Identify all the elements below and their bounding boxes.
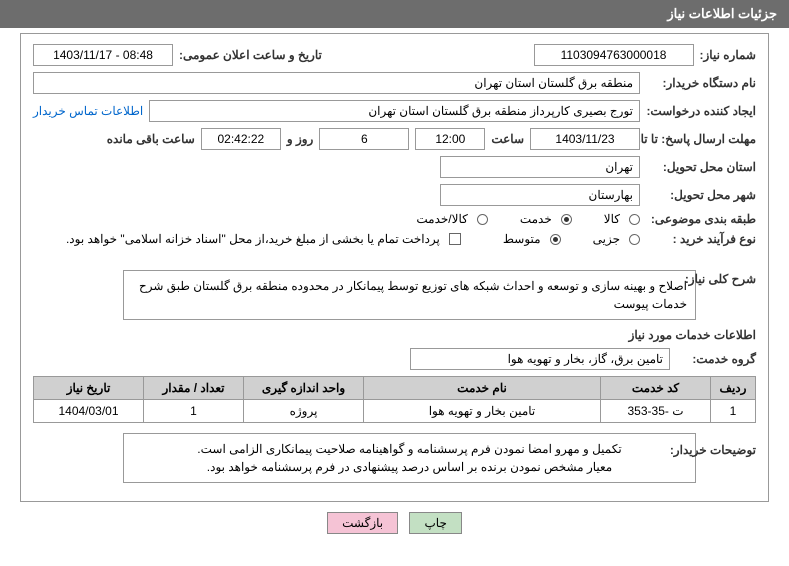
radio-goods-service[interactable] [477,214,488,225]
type-partial-label: جزیی [593,232,620,246]
td-code: ت -35-353 [601,400,711,423]
print-button[interactable]: چاپ [409,512,461,534]
buyer-notes-line2: معیار مشخص نمودن برنده بر اساس درصد پیشن… [132,458,687,476]
buyer-notes-label: توضیحات خریدار: [646,431,756,457]
deadline-date: 1403/11/23 [530,128,640,150]
td-name: تامین بخار و تهویه هوا [364,400,601,423]
main-panel: شماره نیاز: 1103094763000018 تاریخ و ساع… [20,33,769,502]
panel-header: جزئیات اطلاعات نیاز [0,0,789,28]
services-table: ردیف کد خدمت نام خدمت واحد اندازه گیری ت… [33,376,756,423]
buyer-org-label: نام دستگاه خریدار: [646,76,756,90]
category-label: طبقه بندی موضوعی: [646,212,756,226]
th-qty: تعداد / مقدار [144,377,244,400]
radio-partial[interactable] [629,234,640,245]
radio-goods[interactable] [629,214,640,225]
row-need-number: شماره نیاز: 1103094763000018 تاریخ و ساع… [33,44,756,66]
row-requester: ایجاد کننده درخواست: تورج بصیری کارپرداز… [33,100,756,122]
need-number-value: 1103094763000018 [534,44,694,66]
need-number-label: شماره نیاز: [700,48,756,62]
row-purchase-type: نوع فرآیند خرید : جزیی متوسط پرداخت تمام… [33,232,756,246]
service-group-label: گروه خدمت: [676,352,756,366]
th-code: کد خدمت [601,377,711,400]
cat-service-label: خدمت [520,212,552,226]
row-buyer-org: نام دستگاه خریدار: منطقه برق گلستان استا… [33,72,756,94]
city-value: بهارستان [440,184,640,206]
checkbox-payment[interactable] [449,233,461,245]
radio-service[interactable] [561,214,572,225]
row-services-info: اطلاعات خدمات مورد نیاز [33,328,756,342]
general-desc-text: اصلاح و بهینه سازی و توسعه و احداث شبکه … [139,279,687,311]
row-city: شهر محل تحویل: بهارستان [33,184,756,206]
table-row: 1 ت -35-353 تامین بخار و تهویه هوا پروژه… [34,400,756,423]
row-category: طبقه بندی موضوعی: کالا خدمت کالا/خدمت [33,212,756,226]
general-desc-box: اصلاح و بهینه سازی و توسعه و احداث شبکه … [123,270,696,320]
row-deadline: مهلت ارسال پاسخ: تا تاریخ: 1403/11/23 سا… [33,128,756,150]
table-header-row: ردیف کد خدمت نام خدمت واحد اندازه گیری ت… [34,377,756,400]
announce-label: تاریخ و ساعت اعلان عمومی: [179,48,322,62]
days-and-label: روز و [287,132,314,146]
cat-goods-label: کالا [604,212,620,226]
td-unit: پروژه [244,400,364,423]
city-label: شهر محل تحویل: [646,188,756,202]
service-group-value: تامین برق، گاز، بخار و تهویه هوا [410,348,670,370]
th-name: نام خدمت [364,377,601,400]
payment-note: پرداخت تمام یا بخشی از مبلغ خرید،از محل … [66,232,440,246]
services-info-label: اطلاعات خدمات مورد نیاز [629,328,756,342]
purchase-type-label: نوع فرآیند خرید : [646,232,756,246]
cat-goods-service-label: کالا/خدمت [416,212,467,226]
requester-value: تورج بصیری کارپرداز منطقه برق گلستان است… [149,100,640,122]
buyer-notes-line1: تکمیل و مهرو امضا نمودن فرم پرسشنامه و گ… [132,440,687,458]
announce-value: 1403/11/17 - 08:48 [33,44,173,66]
province-label: استان محل تحویل: [646,160,756,174]
requester-label: ایجاد کننده درخواست: [646,104,756,118]
buyer-org-value: منطقه برق گلستان استان تهران [33,72,640,94]
time-label: ساعت [491,132,524,146]
radio-medium[interactable] [550,234,561,245]
countdown-value: 02:42:22 [201,128,281,150]
days-value: 6 [319,128,409,150]
td-num: 1 [711,400,756,423]
buyer-contact-link[interactable]: اطلاعات تماس خریدار [33,104,143,118]
td-qty: 1 [144,400,244,423]
th-date: تاریخ نیاز [34,377,144,400]
deadline-time: 12:00 [415,128,485,150]
province-value: تهران [440,156,640,178]
header-title: جزئیات اطلاعات نیاز [667,6,777,21]
deadline-label: مهلت ارسال پاسخ: تا تاریخ: [646,132,756,146]
type-medium-label: متوسط [503,232,541,246]
buyer-notes-box: تکمیل و مهرو امضا نمودن فرم پرسشنامه و گ… [123,433,696,483]
row-province: استان محل تحویل: تهران [33,156,756,178]
remaining-label: ساعت باقی مانده [107,132,195,146]
back-button[interactable]: بازگشت [327,512,398,534]
button-bar: چاپ بازگشت [0,512,789,534]
th-unit: واحد اندازه گیری [244,377,364,400]
th-row: ردیف [711,377,756,400]
td-date: 1404/03/01 [34,400,144,423]
row-service-group: گروه خدمت: تامین برق، گاز، بخار و تهویه … [33,348,756,370]
